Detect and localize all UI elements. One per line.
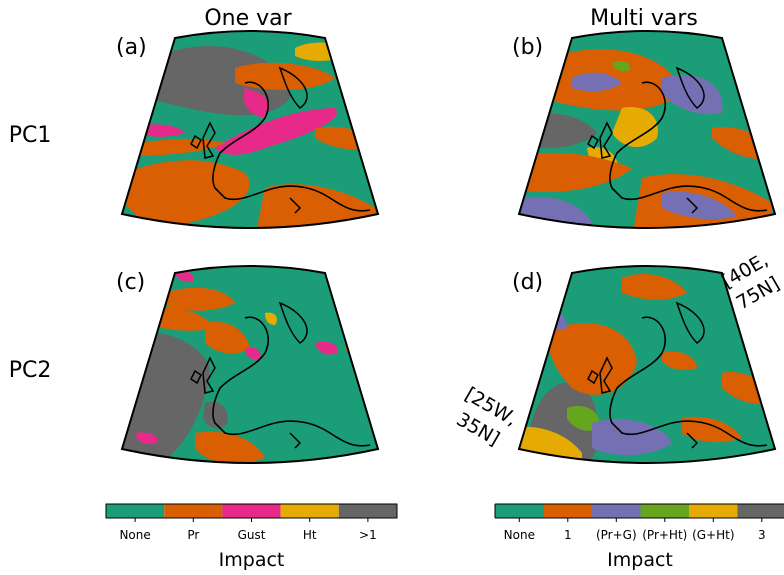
legend-left-label-0: None (119, 528, 150, 542)
row-label-pc2: PC2 (9, 358, 52, 383)
legend-left-swatch-pr (164, 504, 223, 518)
map-panel-d (517, 265, 777, 464)
map-panel-a (120, 30, 380, 229)
legend-left-swatch-gust (222, 504, 281, 518)
legend-left-label-1: Pr (187, 528, 199, 542)
legend-right-label-1: 1 (564, 528, 572, 542)
row-label-pc1: PC1 (9, 123, 52, 148)
panel-tag-a: (a) (116, 35, 147, 60)
legend-right-label-5: 3 (758, 528, 766, 542)
map-panel-c (120, 265, 380, 464)
legend-right-label-2: (Pr+G) (596, 528, 637, 542)
column-title-right: Multi vars (590, 6, 698, 31)
legend-left-label-4: >1 (359, 528, 377, 542)
map-panel-b (517, 30, 777, 229)
legend-right-swatch-pr-g (592, 504, 641, 518)
legend-left-swatch-multi (338, 504, 397, 518)
legend-left-title: Impact (219, 549, 285, 571)
legend-right-swatch-g-ht (689, 504, 738, 518)
legend-left-swatch-ht (280, 504, 339, 518)
legend-right-label-3: (Pr+Ht) (642, 528, 687, 542)
legend-right-swatch-none (495, 504, 544, 518)
panel-tag-d: (d) (512, 270, 543, 295)
corner-label-sw: [25W, 35N] (453, 383, 521, 450)
legend-right-title: Impact (607, 549, 673, 571)
legend-left-swatch-none (106, 504, 165, 518)
legend-right-swatch-1 (543, 504, 592, 518)
legend-left-label-2: Gust (238, 528, 266, 542)
legend-right: None 1 (Pr+G) (Pr+Ht) (G+Ht) 3 Impact (494, 503, 784, 571)
legend-right-label-4: (G+Ht) (692, 528, 734, 542)
legend-right-label-0: None (504, 528, 535, 542)
legend-left: None Pr Gust Ht >1 Impact (105, 503, 398, 571)
panel-tag-b: (b) (512, 35, 543, 60)
legend-left-label-3: Ht (303, 528, 317, 542)
legend-right-swatch-pr-ht (640, 504, 689, 518)
legend-right-swatch-3 (737, 504, 784, 518)
panel-tag-c: (c) (116, 270, 145, 295)
column-title-left: One var (204, 6, 292, 31)
